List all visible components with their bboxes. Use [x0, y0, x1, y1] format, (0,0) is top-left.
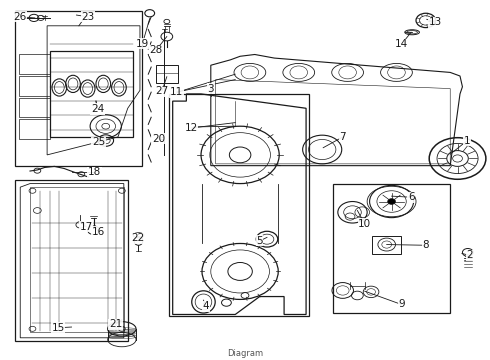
Text: 19: 19 [136, 39, 149, 49]
Bar [15, 12, 143, 166]
Text: 2: 2 [466, 250, 473, 260]
Text: 1: 1 [464, 136, 470, 145]
Bar [156, 65, 177, 83]
Text: 11: 11 [170, 87, 183, 97]
Circle shape [388, 199, 395, 204]
Text: 20: 20 [152, 134, 165, 144]
Text: 23: 23 [81, 12, 94, 22]
Bar [372, 235, 401, 253]
Text: 14: 14 [395, 40, 408, 49]
Text: 26: 26 [14, 12, 27, 22]
Text: 6: 6 [408, 192, 415, 202]
Text: 18: 18 [88, 167, 101, 177]
Text: 7: 7 [340, 132, 346, 142]
Text: 5: 5 [256, 236, 263, 246]
Text: 27: 27 [155, 86, 169, 96]
Bar [15, 180, 128, 341]
Text: 25: 25 [92, 138, 105, 147]
Text: 9: 9 [398, 300, 405, 310]
Text: 17: 17 [79, 222, 93, 231]
Text: 28: 28 [149, 45, 163, 55]
Text: Diagram: Diagram [227, 348, 263, 357]
Text: 22: 22 [131, 233, 144, 243]
Bar [333, 184, 450, 313]
Bar [169, 94, 309, 316]
Text: 8: 8 [422, 240, 429, 250]
Text: 10: 10 [358, 219, 371, 229]
Text: 21: 21 [109, 319, 122, 329]
Text: 15: 15 [52, 323, 65, 333]
Text: 13: 13 [429, 17, 442, 27]
Text: 24: 24 [91, 104, 104, 114]
Text: 4: 4 [202, 301, 209, 311]
Bar [49, 51, 133, 137]
Text: 12: 12 [185, 123, 198, 133]
Text: 16: 16 [92, 227, 105, 237]
Text: 3: 3 [207, 84, 214, 94]
